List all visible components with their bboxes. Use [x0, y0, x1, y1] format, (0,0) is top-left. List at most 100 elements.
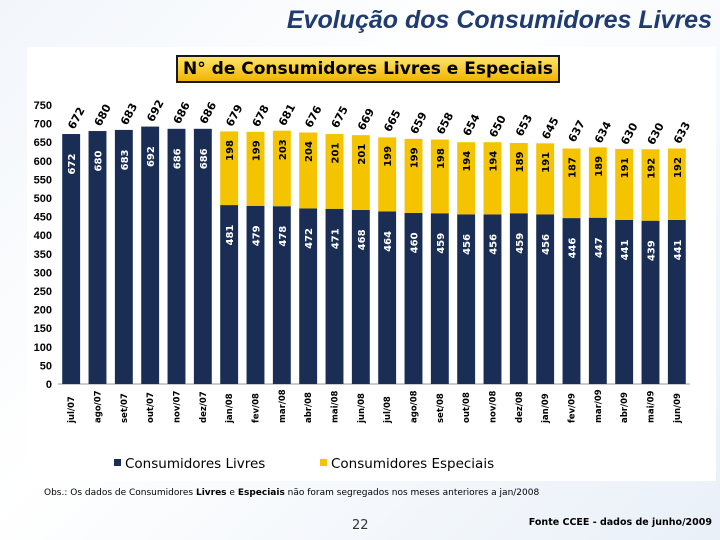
data-label-livres: 441 [673, 239, 684, 260]
bar-livres [615, 219, 634, 384]
bar-livres [378, 211, 397, 384]
data-label-total: 679 [223, 102, 245, 128]
data-label-livres: 464 [383, 231, 394, 252]
data-label-total: 676 [302, 103, 324, 130]
x-tick-label: jul/08 [383, 396, 393, 424]
data-label-total: 630 [645, 120, 667, 147]
y-tick-label: 450 [34, 212, 52, 224]
bar-especiais [667, 148, 686, 220]
bar-especiais [536, 143, 555, 215]
bar-livres [167, 128, 186, 384]
x-tick-label: jun/08 [357, 393, 367, 424]
data-label-total: 650 [487, 113, 509, 140]
bar-livres [299, 208, 318, 384]
data-label-total: 637 [566, 118, 588, 144]
bar-livres [588, 217, 607, 384]
data-label-livres: 686 [199, 148, 210, 169]
x-tick-label: abr/08 [304, 392, 314, 423]
data-label-total: 634 [592, 119, 614, 146]
bar-especiais [483, 142, 502, 215]
y-tick-label: 300 [34, 267, 52, 279]
data-label-total: 630 [618, 120, 640, 147]
data-label-especiais: 198 [436, 148, 447, 169]
data-label-especiais: 204 [304, 141, 315, 162]
data-label-total: 653 [513, 112, 535, 138]
x-tick-label: ago/07 [94, 390, 104, 423]
x-tick-label: jan/08 [225, 393, 235, 424]
data-label-total: 692 [144, 98, 166, 124]
data-label-livres: 460 [410, 232, 421, 253]
bar-especiais [562, 148, 581, 219]
data-label-especiais: 189 [515, 151, 526, 172]
data-label-livres: 472 [304, 228, 315, 249]
y-tick-label: 550 [34, 174, 52, 186]
bar-especiais [641, 149, 660, 221]
bar-especiais [220, 131, 239, 206]
data-label-livres: 456 [462, 234, 473, 255]
data-label-especiais: 187 [568, 157, 579, 178]
bar-livres [88, 131, 107, 384]
bar-livres [325, 208, 344, 384]
data-label-livres: 479 [252, 225, 263, 246]
data-label-especiais: 194 [462, 151, 473, 172]
data-label-livres: 680 [94, 151, 105, 172]
data-label-total: 658 [434, 110, 456, 136]
footnote: Obs.: Os dados de Consumidores Livres e … [44, 488, 539, 498]
bar-especiais [457, 142, 476, 215]
bar-especiais [509, 142, 528, 214]
data-label-livres: 468 [357, 229, 368, 250]
x-tick-label: jun/09 [673, 393, 683, 424]
footnote-suffix: não foram segregados nos meses anteriore… [284, 488, 540, 498]
x-tick-label: mar/09 [594, 389, 604, 423]
x-tick-label: set/07 [120, 393, 130, 423]
data-label-total: 680 [92, 102, 114, 129]
data-label-livres: 692 [146, 146, 157, 167]
data-label-especiais: 191 [620, 157, 631, 178]
bar-especiais [246, 131, 265, 206]
data-label-total: 659 [408, 110, 430, 136]
data-label-livres: 456 [541, 234, 552, 255]
bar-especiais [325, 134, 344, 209]
footnote-prefix: Obs.: Os dados de Consumidores [44, 488, 196, 498]
data-label-total: 678 [250, 103, 272, 129]
data-label-livres: 481 [225, 225, 236, 246]
data-label-especiais: 201 [357, 144, 368, 165]
data-label-total: 645 [539, 115, 561, 141]
source-text: Fonte CCEE - dados de junho/2009 [528, 517, 712, 528]
data-label-livres: 478 [278, 226, 289, 247]
data-label-livres: 441 [620, 239, 631, 260]
y-tick-label: 150 [34, 323, 52, 335]
bar-livres [483, 214, 502, 384]
y-tick-label: 50 [40, 360, 52, 372]
data-label-especiais: 201 [331, 143, 342, 164]
data-label-especiais: 191 [541, 152, 552, 173]
data-label-especiais: 194 [489, 151, 500, 172]
bar-livres [272, 206, 291, 384]
bar-especiais [378, 137, 397, 212]
data-label-especiais: 203 [278, 139, 289, 160]
x-tick-label: abr/09 [620, 392, 630, 423]
y-tick-label: 750 [34, 100, 52, 112]
bar-livres [193, 128, 212, 384]
data-label-especiais: 189 [594, 156, 605, 177]
data-label-total: 686 [197, 100, 219, 127]
data-label-livres: 446 [568, 238, 579, 259]
data-label-livres: 439 [647, 240, 658, 261]
data-label-total: 683 [118, 101, 140, 127]
data-label-livres: 683 [120, 149, 131, 170]
data-label-especiais: 199 [252, 140, 263, 161]
x-tick-label: fev/09 [568, 393, 578, 423]
bar-especiais [404, 138, 423, 213]
x-tick-label: ago/08 [410, 390, 420, 423]
data-label-total: 654 [460, 111, 482, 138]
data-label-livres: 459 [436, 233, 447, 254]
bar-especiais [615, 148, 634, 220]
y-tick-label: 100 [34, 342, 52, 354]
bar-livres [246, 205, 265, 384]
bar-livres [457, 214, 476, 384]
bar-especiais [430, 139, 449, 214]
bar-especiais [351, 135, 370, 210]
data-label-total: 672 [65, 105, 87, 131]
data-label-especiais: 192 [673, 157, 684, 178]
